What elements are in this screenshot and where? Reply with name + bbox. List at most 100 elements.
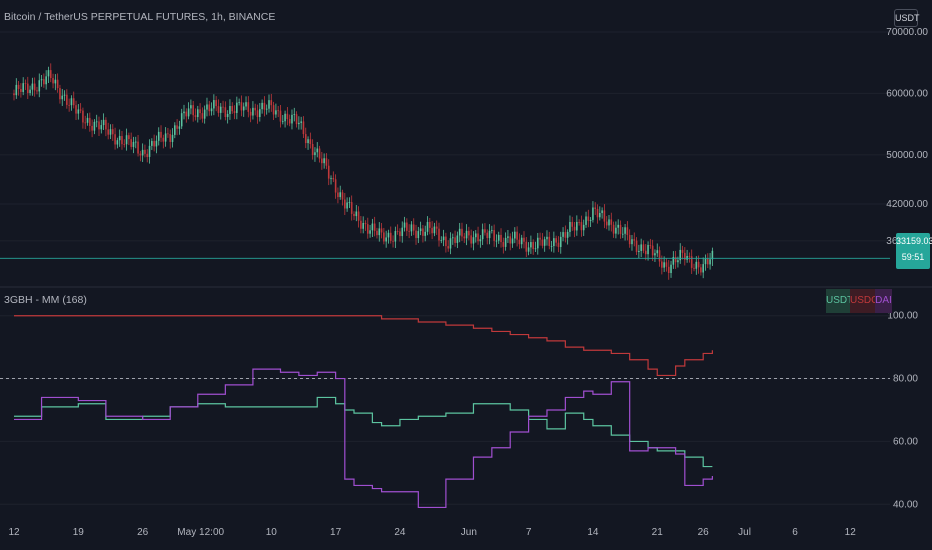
candle-body — [543, 239, 546, 246]
candle-body — [192, 105, 194, 116]
legend-usdt: USDT — [826, 289, 853, 313]
candle-body — [226, 113, 229, 118]
x-axis-label: 12 — [8, 527, 20, 538]
candle-body — [644, 250, 647, 255]
candle-body — [275, 110, 277, 115]
price-axis-label: 70000.00 — [886, 27, 928, 38]
candle-body — [293, 114, 296, 116]
x-axis-label: 7 — [526, 527, 532, 538]
candle-body — [247, 102, 250, 112]
candle-body — [502, 242, 505, 247]
candle-body — [49, 70, 52, 78]
candle-body — [628, 235, 631, 245]
x-axis-label: 26 — [698, 527, 710, 538]
candle-body — [663, 262, 665, 268]
candle-body — [176, 125, 178, 129]
candle-body — [387, 232, 390, 238]
candle-body — [626, 227, 629, 236]
price-tag-value: 33159.03 — [896, 236, 932, 246]
series-line-dai — [14, 368, 713, 509]
candle-body — [486, 232, 489, 239]
candle-body — [534, 248, 537, 250]
indicator-title[interactable]: 3GBH - MM (168) — [4, 294, 87, 306]
price-tag: 33159.03 59:51 — [896, 233, 932, 269]
candle-body — [615, 227, 617, 234]
candle-body — [546, 236, 548, 240]
candle-body — [240, 102, 243, 111]
candle-body — [54, 79, 57, 84]
candle-body — [592, 207, 594, 220]
candle-body — [435, 226, 438, 229]
candle-body — [530, 242, 532, 248]
candle-body — [91, 125, 93, 131]
candle-body — [690, 256, 693, 268]
candle-body — [514, 231, 516, 239]
candle-body — [89, 117, 91, 126]
grid — [0, 31, 890, 505]
candle-body — [488, 230, 491, 239]
candle-body — [171, 134, 174, 142]
candle-body — [210, 108, 213, 112]
candle-body — [72, 98, 75, 106]
candle-body — [658, 250, 661, 262]
candle-body — [284, 113, 286, 122]
candle-body — [527, 247, 530, 252]
candle-body — [621, 233, 624, 235]
x-axis-labels: 12 19 26 May 12:00 10 17 24 Jun 7 14 21 26 Jul 6 12 — [8, 527, 856, 538]
candle-body — [43, 79, 45, 85]
candle-body — [300, 121, 302, 123]
candle-body — [449, 238, 452, 249]
candle-body — [571, 221, 574, 227]
candle-body — [585, 216, 587, 225]
candle-body — [688, 256, 691, 257]
candle-body — [651, 245, 654, 256]
candle-body — [353, 213, 355, 217]
candle-body — [697, 261, 700, 268]
candle-body — [29, 89, 31, 94]
candle-body — [576, 221, 578, 231]
candle-body — [550, 246, 553, 247]
candle-body — [500, 234, 502, 243]
candle-body — [288, 119, 291, 124]
x-axis-label: Jun — [461, 527, 477, 538]
candle-body — [160, 131, 162, 138]
candle-body — [98, 121, 100, 130]
candle-body — [373, 223, 376, 231]
candle-body — [132, 141, 135, 147]
candle-body — [640, 244, 642, 251]
candle-body — [162, 137, 165, 142]
candle-body — [20, 88, 22, 92]
candle-body — [463, 236, 466, 239]
candle-body — [185, 111, 188, 117]
candle-body — [580, 222, 583, 231]
candle-body — [638, 250, 640, 252]
candle-body — [334, 179, 337, 193]
candle-body — [256, 110, 259, 117]
candle-body — [22, 83, 24, 92]
candle-body — [229, 106, 231, 114]
price-axis-label: 42000.00 — [886, 199, 928, 210]
candle-body — [520, 237, 523, 245]
candle-body — [190, 105, 192, 109]
candle-body — [438, 228, 440, 241]
candle-body — [302, 121, 305, 135]
candle-body — [612, 224, 615, 234]
candle-body — [536, 237, 539, 249]
candle-body — [378, 228, 381, 236]
candle-body — [376, 230, 378, 236]
candle-body — [174, 125, 176, 135]
candle-body — [562, 232, 564, 237]
candle-body — [61, 95, 64, 100]
candle-body — [233, 111, 236, 113]
candle-body — [238, 102, 240, 104]
currency-button[interactable]: USDT — [894, 9, 920, 27]
candle-body — [493, 230, 495, 241]
candle-body — [417, 231, 420, 239]
candle-body — [564, 232, 567, 238]
candle-body — [128, 135, 130, 140]
candle-body — [525, 241, 528, 252]
candle-body — [151, 141, 153, 146]
candle-body — [497, 234, 500, 241]
indicator-lines — [14, 315, 713, 509]
